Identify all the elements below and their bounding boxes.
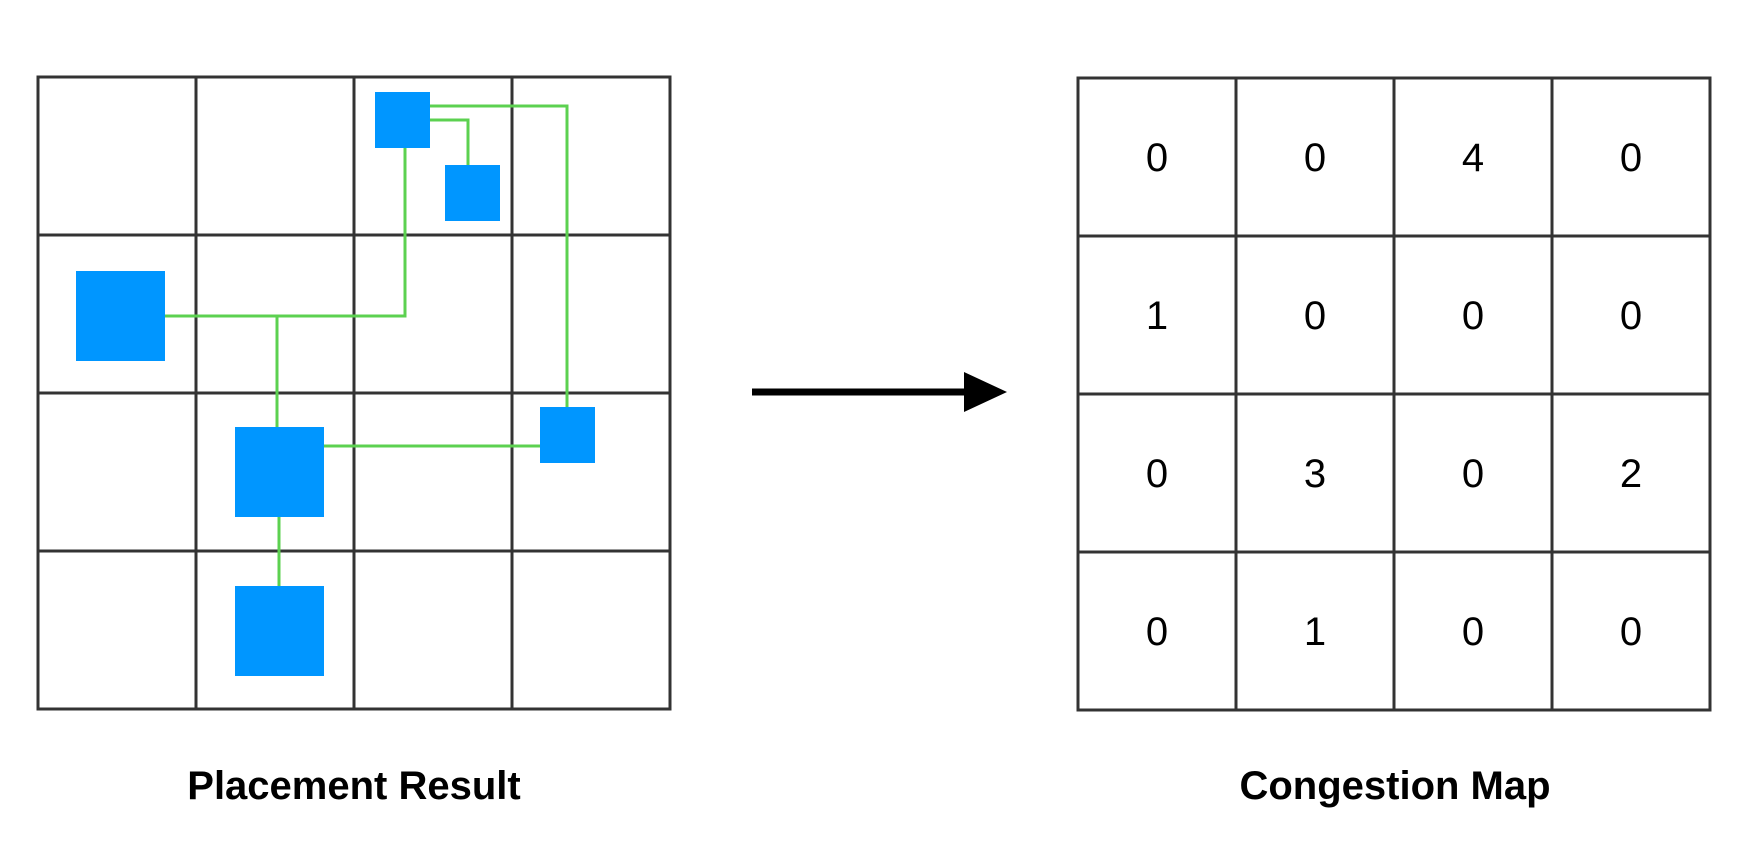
- grid-cell: [194, 233, 356, 395]
- grid-cell: [510, 549, 672, 711]
- grid-cell: [1076, 550, 1238, 712]
- grid-cell: [1234, 392, 1396, 554]
- grid-cell: [352, 391, 514, 553]
- congestion-value: 0: [1620, 294, 1642, 338]
- congestion-value: 0: [1146, 610, 1168, 654]
- placement-result-caption: Placement Result: [187, 764, 521, 808]
- congestion-value: 0: [1146, 452, 1168, 496]
- module: [235, 586, 324, 676]
- module: [235, 427, 324, 517]
- congestion-value: 0: [1620, 610, 1642, 654]
- congestion-value: 1: [1304, 610, 1326, 654]
- transform-arrow: [752, 372, 1007, 412]
- congestion-value: 0: [1620, 136, 1642, 180]
- grid-cell: [510, 391, 672, 553]
- grid-cell: [352, 549, 514, 711]
- congestion-value: 0: [1462, 294, 1484, 338]
- grid-cell: [1550, 234, 1712, 396]
- grid-cell: [1550, 76, 1712, 238]
- congestion-value: 0: [1304, 136, 1326, 180]
- grid-cell: [352, 233, 514, 395]
- module: [540, 407, 595, 463]
- wire: [430, 104, 569, 446]
- grid-cell: [1550, 392, 1712, 554]
- congestion-value: 1: [1146, 294, 1168, 338]
- grid-cell: [1234, 550, 1396, 712]
- grid-cell: [1234, 76, 1396, 238]
- congestion-value: 0: [1304, 294, 1326, 338]
- grid-cell: [194, 75, 356, 237]
- grid-cell: [510, 233, 672, 395]
- routing-wires: [163, 104, 569, 586]
- grid-cell: [1076, 392, 1238, 554]
- congestion-value: 0: [1146, 136, 1168, 180]
- wire: [163, 148, 407, 318]
- wire: [430, 118, 470, 165]
- grid-cell: [36, 75, 198, 237]
- placement-grid: [36, 75, 672, 711]
- module: [445, 165, 500, 221]
- congestion-value: 4: [1462, 136, 1484, 180]
- placed-modules: [76, 92, 595, 676]
- module: [76, 271, 165, 361]
- module: [375, 92, 430, 148]
- congestion-map-caption: Congestion Map: [1239, 764, 1551, 808]
- congestion-value: 3: [1304, 452, 1326, 496]
- grid-cell: [1076, 76, 1238, 238]
- grid-cell: [36, 391, 198, 553]
- congestion-value: 0: [1462, 610, 1484, 654]
- grid-cell: [1550, 550, 1712, 712]
- congestion-value: 2: [1620, 452, 1642, 496]
- grid-cell: [510, 75, 672, 237]
- congestion-value: 0: [1462, 452, 1484, 496]
- congestion-grid: 0 0 4 0 1 0 0 0 0 3 0 2 0 1 0 0: [1076, 76, 1712, 712]
- grid-cell: [1392, 76, 1554, 238]
- grid-cell: [36, 549, 198, 711]
